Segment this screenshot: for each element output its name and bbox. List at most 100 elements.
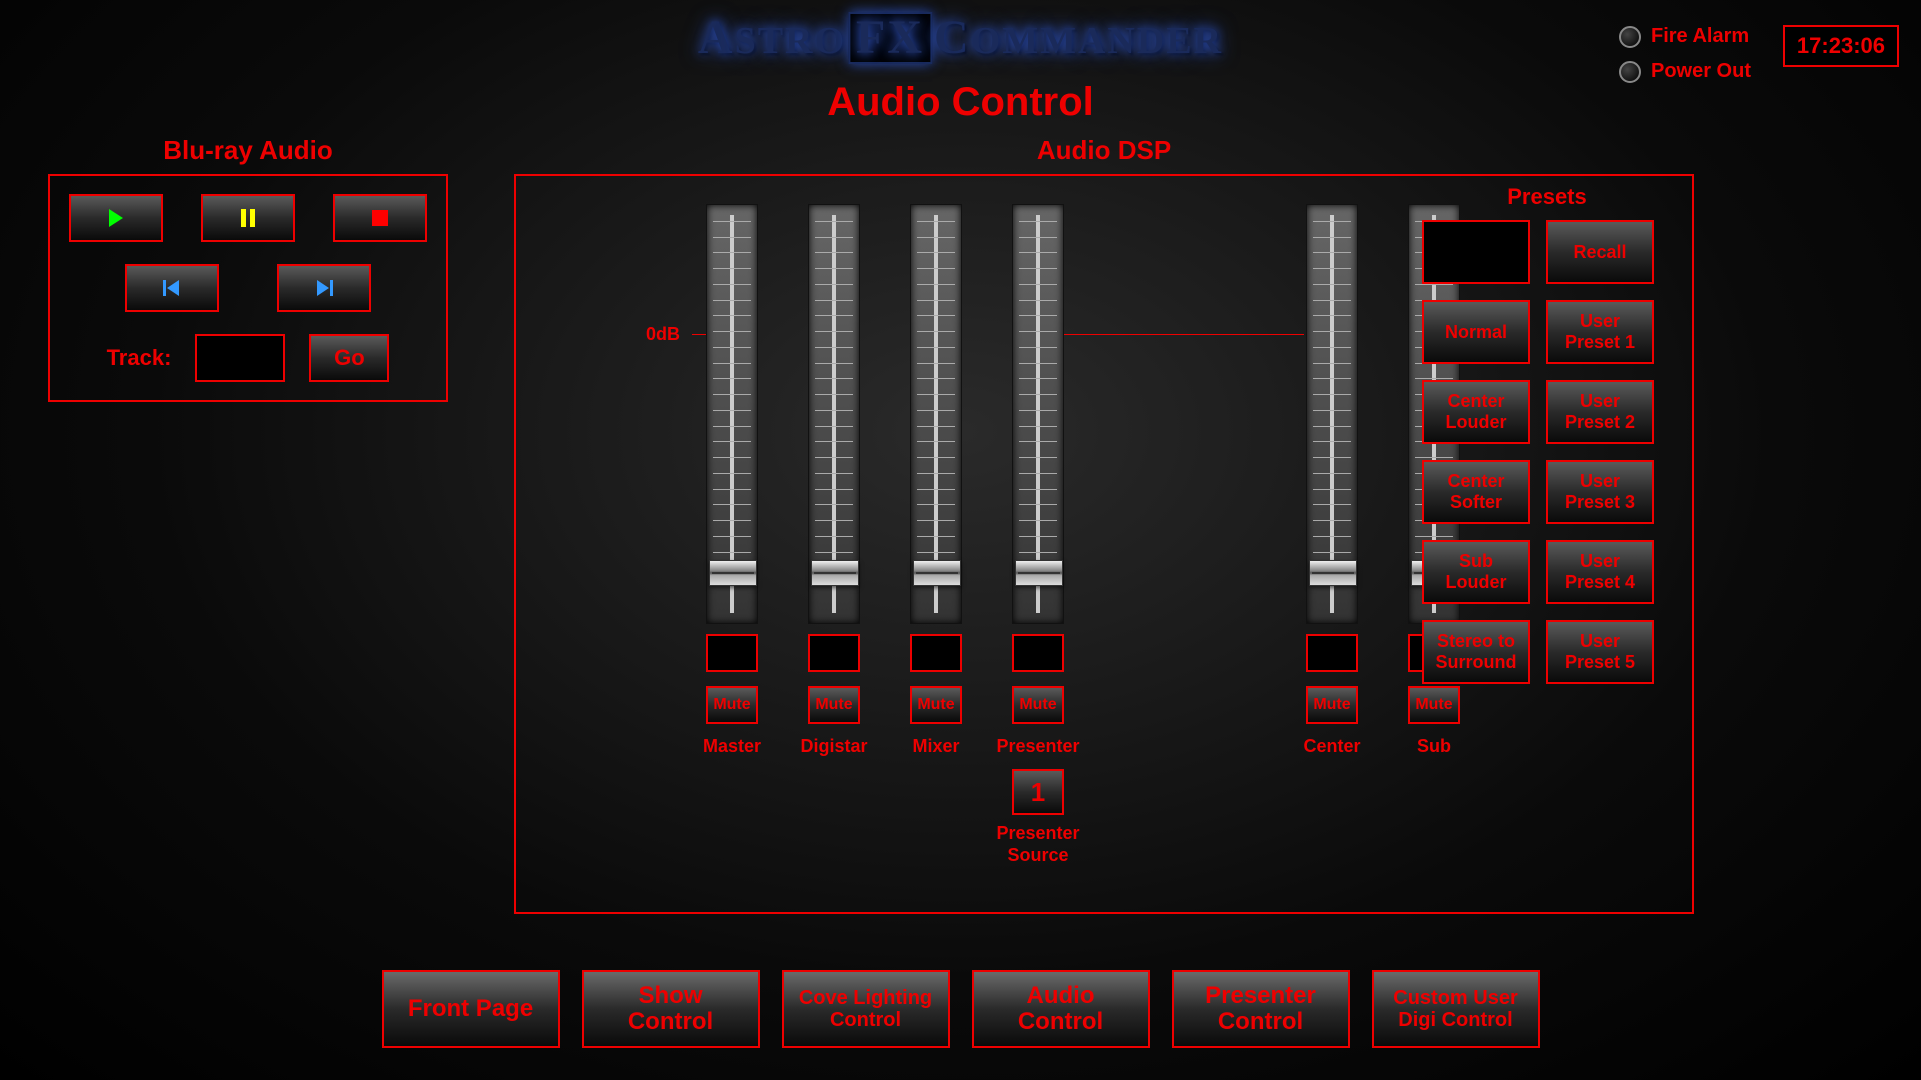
preset-button[interactable]: SubLouder (1422, 540, 1530, 604)
fader-mixer: Mute Mixer (910, 204, 962, 866)
track-label: Track: (107, 345, 172, 371)
bottom-nav: Front Page ShowControl Cove LightingContro… (382, 970, 1540, 1048)
fader-value-display (910, 634, 962, 672)
fader-value-display (706, 634, 758, 672)
logo-fx: FX (848, 12, 932, 64)
fader-digistar: MuteDigistar (808, 204, 860, 866)
fader-value-display (1012, 634, 1064, 672)
fader-ticks (713, 221, 751, 583)
alarm-fire: Fire Alarm (1619, 25, 1751, 48)
fader-ticks (1019, 221, 1057, 583)
preset-button[interactable]: Stereo toSurround (1422, 620, 1530, 684)
alarm-label: Fire Alarm (1651, 25, 1749, 48)
nav-button[interactable]: ShowControl (582, 970, 760, 1048)
dsp-box: 0dB MuteMasterMuteDigistarMuteMixerMuteP… (514, 174, 1694, 914)
fader-handle[interactable] (1015, 560, 1063, 586)
skip-next-icon (315, 280, 333, 296)
preset-row: SubLouderUserPreset 4 (1422, 540, 1672, 604)
logo-word: STRO (735, 20, 846, 62)
fader-label: Center (1304, 736, 1361, 757)
nav-button[interactable]: AudioControl (972, 970, 1150, 1048)
preset-button[interactable]: CenterSofter (1422, 460, 1530, 524)
pause-button[interactable] (201, 194, 295, 242)
zerodb-label: 0dB (646, 324, 680, 345)
preset-button[interactable]: UserPreset 5 (1546, 620, 1654, 684)
led-icon (1619, 26, 1641, 48)
preset-row: NormalUserPreset 1 (1422, 300, 1672, 364)
preset-button[interactable]: UserPreset 3 (1546, 460, 1654, 524)
fader-ticks (1313, 221, 1351, 583)
dsp-title: Audio DSP (514, 135, 1694, 166)
presenter-source-area: 1 PresenterSource (996, 757, 1079, 866)
track-input[interactable] (195, 334, 285, 382)
alarm-power: Power Out (1619, 60, 1751, 83)
led-icon (1619, 61, 1641, 83)
preset-button[interactable]: Normal (1422, 300, 1530, 364)
nav-button[interactable]: Cove LightingControl (782, 970, 950, 1048)
fader-label: Digistar (800, 736, 867, 757)
nav-button[interactable]: Custom UserDigi Control (1372, 970, 1540, 1048)
fader-ticks (815, 221, 853, 583)
presets-area: Presets Recall NormalUserPreset 1CenterL… (1422, 184, 1672, 700)
preset-row: CenterSofterUserPreset 3 (1422, 460, 1672, 524)
fader-value-display (808, 634, 860, 672)
fader-master: Mute Master (706, 204, 758, 866)
fader-center: Mute Center (1306, 204, 1358, 757)
fader-label: Sub (1417, 736, 1451, 757)
alarm-label: Power Out (1651, 60, 1751, 83)
fader-handle[interactable] (709, 560, 757, 586)
logo-letter: A (698, 11, 735, 64)
bluray-panel: Blu-ray Audio Track: Go (48, 135, 448, 402)
fader-group-main: MuteMasterMuteDigistarMuteMixerMutePrese… (706, 204, 1064, 866)
stop-icon (372, 210, 388, 226)
play-button[interactable] (69, 194, 163, 242)
presets-title: Presets (1422, 184, 1672, 210)
preset-button[interactable]: UserPreset 4 (1546, 540, 1654, 604)
zerodb-line (1064, 334, 1304, 335)
fader-handle[interactable] (811, 560, 859, 586)
mute-button[interactable]: Mute (706, 686, 758, 724)
fader-handle[interactable] (1309, 560, 1357, 586)
fader-label: Mixer (912, 736, 959, 757)
fader-label: Master (703, 736, 761, 757)
preset-row: Stereo toSurroundUserPreset 5 (1422, 620, 1672, 684)
fader-handle[interactable] (913, 560, 961, 586)
alarm-indicators: Fire Alarm Power Out (1619, 25, 1751, 83)
fader-track[interactable] (706, 204, 758, 624)
preset-button[interactable]: CenterLouder (1422, 380, 1530, 444)
mute-button[interactable]: Mute (808, 686, 860, 724)
nav-button[interactable]: Front Page (382, 970, 560, 1048)
stop-button[interactable] (333, 194, 427, 242)
fader-track[interactable] (1012, 204, 1064, 624)
preset-display (1422, 220, 1530, 284)
preset-row: CenterLouderUserPreset 2 (1422, 380, 1672, 444)
fader-label: Presenter (996, 736, 1079, 757)
logo-letter: C (934, 11, 971, 64)
dsp-panel: Audio DSP 0dB MuteMasterMuteDigistarMute… (514, 135, 1694, 914)
bluray-title: Blu-ray Audio (48, 135, 448, 166)
play-icon (107, 209, 125, 227)
presenter-source-button[interactable]: 1 (1012, 769, 1064, 815)
recall-button[interactable]: Recall (1546, 220, 1654, 284)
mute-button[interactable]: Mute (910, 686, 962, 724)
fader-presenter: MutePresenter1PresenterSource (1012, 204, 1064, 866)
nav-button[interactable]: PresenterControl (1172, 970, 1350, 1048)
go-button[interactable]: Go (309, 334, 389, 382)
fader-track[interactable] (910, 204, 962, 624)
bluray-box: Track: Go (48, 174, 448, 402)
fader-value-display (1306, 634, 1358, 672)
next-track-button[interactable] (277, 264, 371, 312)
clock-display: 17:23:06 (1783, 25, 1899, 67)
fader-ticks (917, 221, 955, 583)
fader-track[interactable] (808, 204, 860, 624)
mute-button[interactable]: Mute (1306, 686, 1358, 724)
preset-button[interactable]: UserPreset 1 (1546, 300, 1654, 364)
mute-button[interactable]: Mute (1012, 686, 1064, 724)
zerodb-line (692, 334, 706, 335)
page-title: Audio Control (827, 80, 1094, 125)
preset-button[interactable]: UserPreset 2 (1546, 380, 1654, 444)
presenter-source-label: PresenterSource (996, 823, 1079, 866)
fader-track[interactable] (1306, 204, 1358, 624)
prev-track-button[interactable] (125, 264, 219, 312)
pause-icon (241, 209, 255, 227)
